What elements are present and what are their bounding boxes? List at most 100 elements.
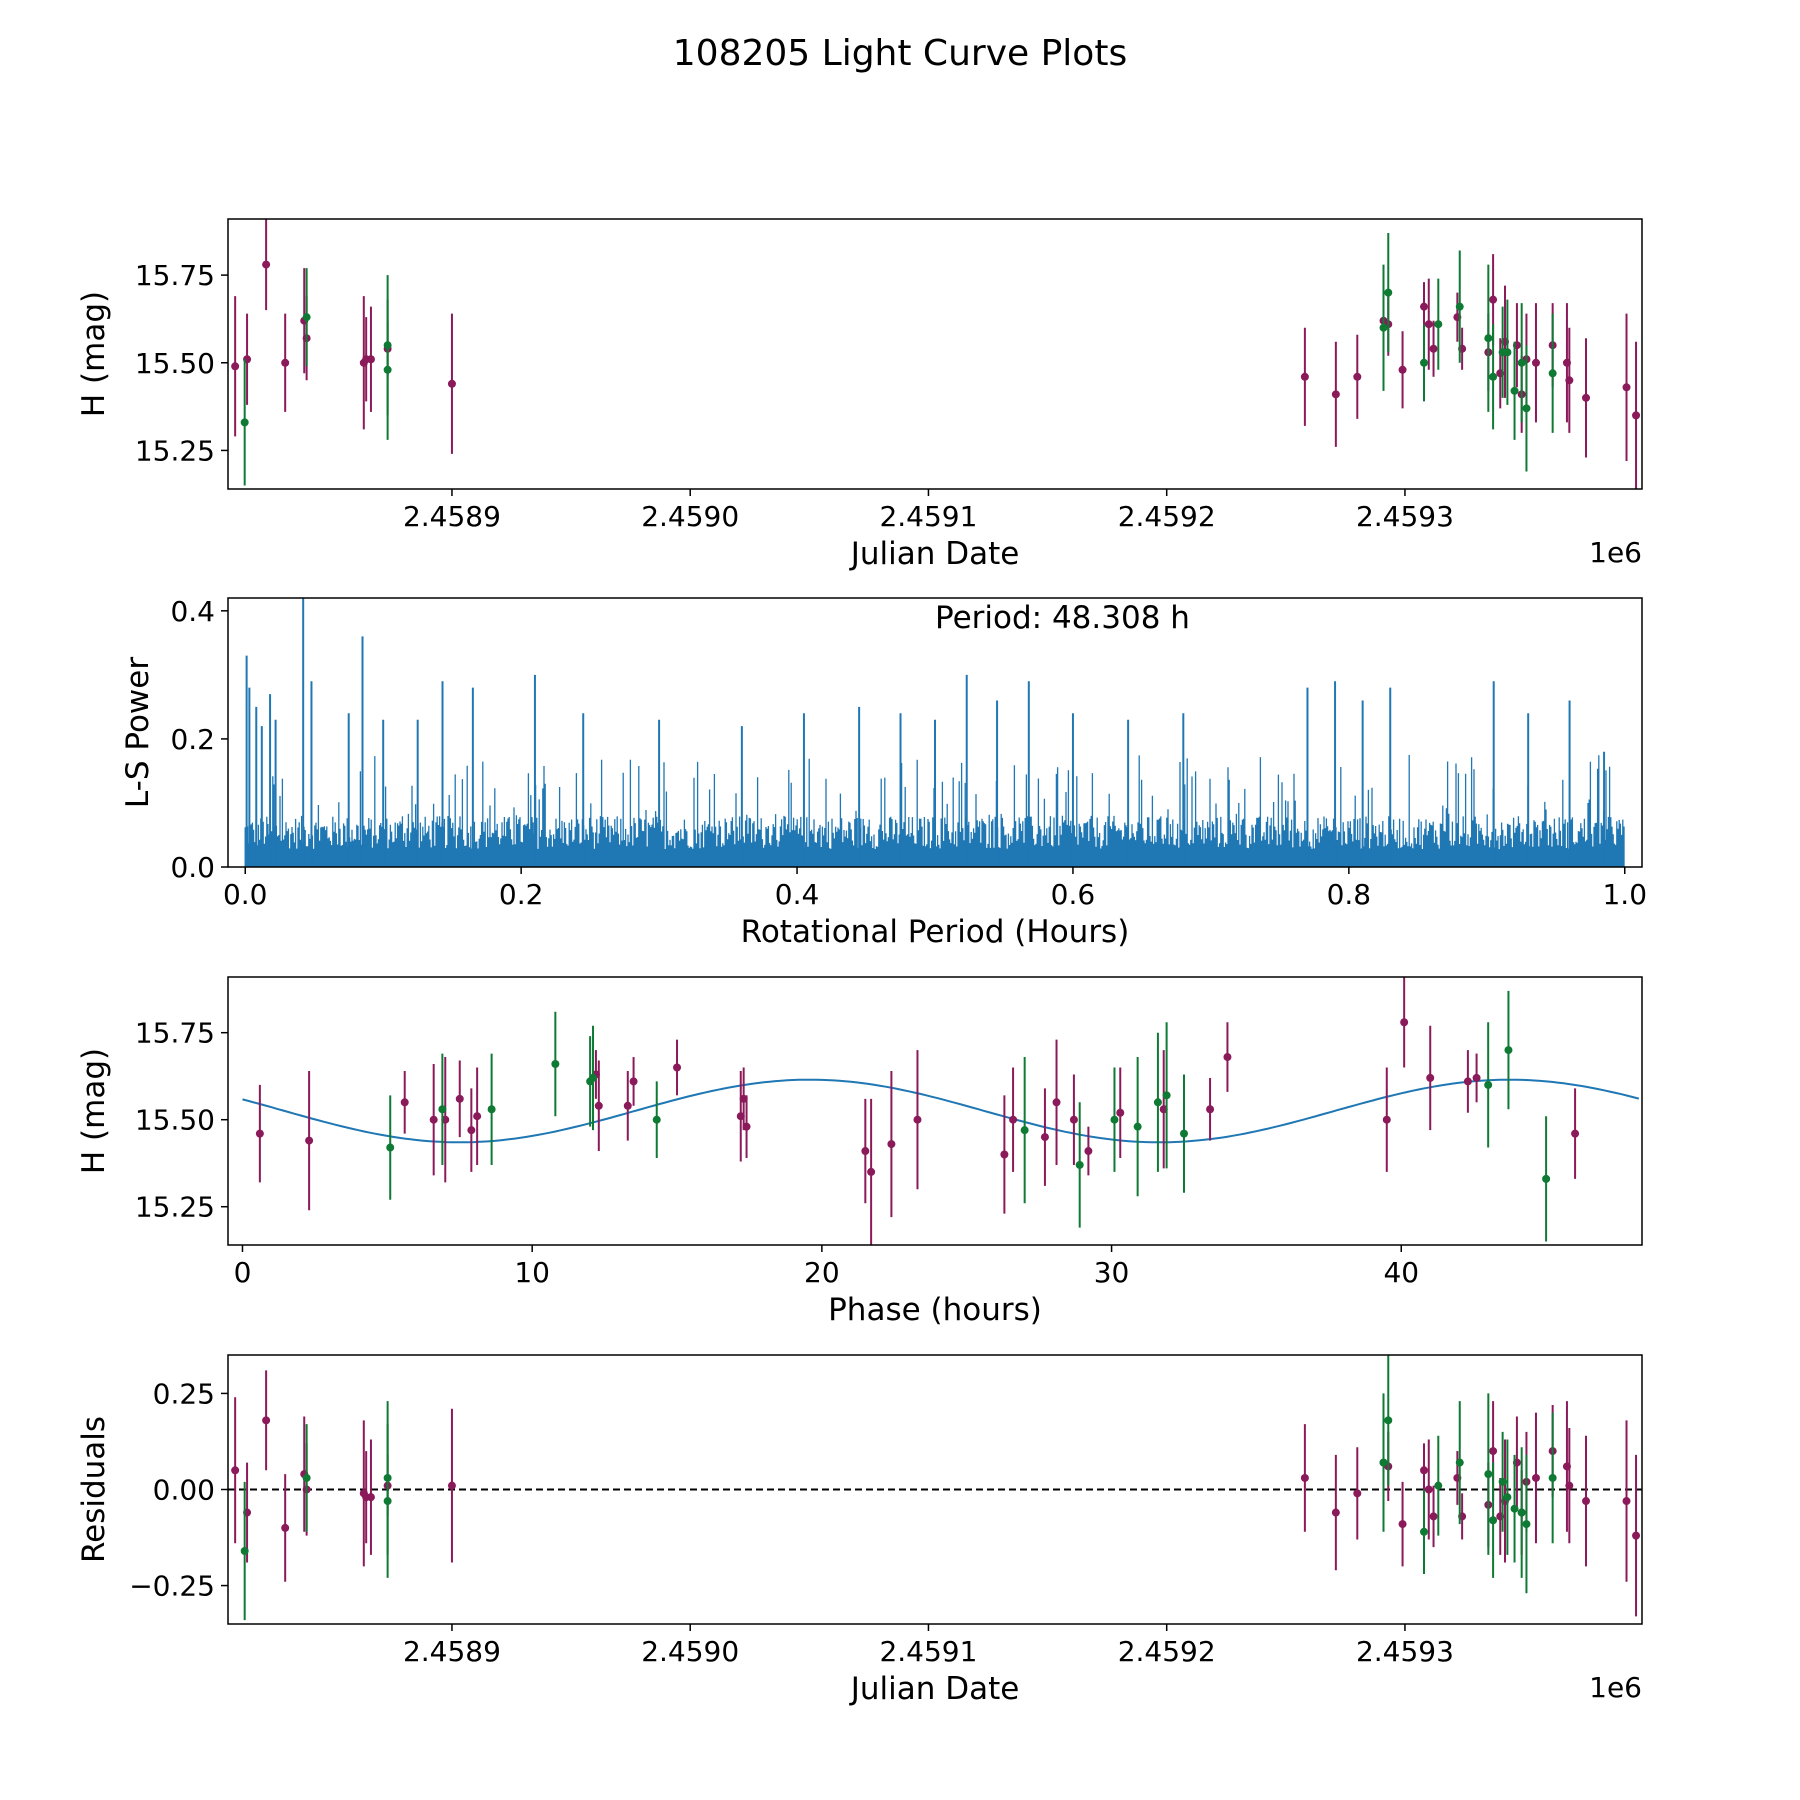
data-point-r (594, 1101, 603, 1110)
x-tick-label: 2.4590 (641, 500, 739, 533)
data-point-r (1489, 295, 1498, 304)
panel-residuals: 2.4589 2.4590 2.4591 2.4592 2.4593 −0.25 0.00 0… (76, 1354, 1643, 1707)
data-point-r (1040, 1133, 1049, 1142)
data-point-r (1472, 1073, 1481, 1082)
data-point-g (1133, 1122, 1142, 1131)
x-tick-label: 2.4591 (879, 500, 977, 533)
data-point-r (1632, 1531, 1641, 1540)
x-tick-label: 1.0 (1602, 878, 1647, 911)
data-point-r (742, 1122, 751, 1131)
data-point-r (366, 355, 375, 364)
x-tick-label: 2.4589 (403, 500, 501, 533)
data-point-r (1429, 344, 1438, 353)
data-point-g (383, 1473, 392, 1482)
data-point-g (1110, 1115, 1119, 1124)
x-tick-label: 20 (804, 1256, 840, 1289)
data-point-r (913, 1115, 922, 1124)
x-tick-label: 2.4592 (1118, 500, 1216, 533)
data-point-g (1075, 1160, 1084, 1169)
data-point-g (383, 341, 392, 350)
x-offset-label: 1e6 (1589, 536, 1642, 569)
figure-title: 108205 Light Curve Plots (673, 33, 1127, 74)
data-point-g (487, 1105, 496, 1114)
data-point-g (1379, 1458, 1388, 1467)
data-point-g (1503, 348, 1512, 357)
y-tick-label: 0.2 (170, 723, 215, 756)
panel-phased: 0 10 20 30 40 15.25 15.50 15.75 Phase (hours) H (… (76, 976, 1643, 1328)
data-point-r (1565, 1481, 1574, 1490)
data-point-g (386, 1143, 395, 1152)
data-point-r (255, 1129, 264, 1138)
data-point-r (673, 1063, 682, 1072)
x-axis-label: Julian Date (849, 536, 1020, 572)
y-tick-label: 15.50 (135, 347, 215, 380)
data-point-r (1565, 376, 1574, 385)
data-point-r (861, 1147, 870, 1156)
axes-frame-phased (227, 976, 1643, 1246)
data-point-r (1000, 1150, 1009, 1159)
x-tick-label: 0.4 (775, 878, 820, 911)
x-tick-label: 2.4590 (641, 1635, 739, 1668)
data-point-g (589, 1073, 598, 1082)
data-point-r (1353, 1489, 1362, 1498)
data-point-r (281, 1523, 290, 1532)
data-point-r (429, 1115, 438, 1124)
y-tick-label: 15.25 (135, 1191, 215, 1224)
data-point-r (1084, 1147, 1093, 1156)
data-point-r (1531, 358, 1540, 367)
x-tick-label: 2.4593 (1356, 1635, 1454, 1668)
data-point-r (1424, 320, 1433, 329)
data-point-r (1426, 1073, 1435, 1082)
data-point-r (1582, 393, 1591, 402)
x-tick-label: 40 (1383, 1256, 1419, 1289)
data-point-g (1510, 386, 1519, 395)
data-point-g (1510, 1504, 1519, 1513)
data-point-r (305, 1136, 314, 1145)
data-point-r (1463, 1077, 1472, 1086)
data-point-r (1424, 1485, 1433, 1494)
panels: 2.4589 2.4590 2.4591 2.4592 2.4593 15.25 15.50… (76, 218, 1647, 1707)
data-point-g (1162, 1091, 1171, 1100)
data-point-g (1484, 1470, 1493, 1479)
y-tick-label: 0.4 (170, 595, 215, 628)
data-point-r (1300, 372, 1309, 381)
y-tick-label: 15.50 (135, 1104, 215, 1137)
data-point-r (1331, 1508, 1340, 1517)
x-tick-label: 0 (234, 1256, 252, 1289)
plot-area-lightcurve (231, 219, 1641, 489)
x-tick-label: 2.4589 (403, 1635, 501, 1668)
data-point-r (1429, 1512, 1438, 1521)
data-point-r (1531, 1473, 1540, 1482)
y-axis-label: L-S Power (120, 657, 156, 808)
data-point-g (1504, 1046, 1513, 1055)
data-point-r (1116, 1108, 1125, 1117)
data-point-g (1503, 1493, 1512, 1502)
data-point-r (623, 1101, 632, 1110)
data-point-r (1398, 1520, 1407, 1529)
axes-frame-lightcurve (227, 218, 1643, 490)
y-tick-label: −0.25 (129, 1570, 215, 1603)
panel-periodogram: Period: 48.308 h 0.0 0.2 0.4 0.6 0.8 1.0 0.0 0.2… (120, 595, 1647, 950)
y-tick-label: 0.00 (153, 1474, 215, 1507)
x-tick-label: 0.8 (1327, 878, 1372, 911)
data-point-r (231, 362, 240, 371)
data-point-g (1434, 1481, 1443, 1490)
data-point-g (1455, 1458, 1464, 1467)
data-point-r (262, 260, 271, 269)
data-point-r (629, 1077, 638, 1086)
data-point-r (1400, 1018, 1409, 1027)
data-point-r (1632, 411, 1641, 420)
data-point-g (1542, 1174, 1551, 1183)
data-point-g (551, 1060, 560, 1069)
data-point-r (1331, 390, 1340, 399)
data-point-r (1206, 1105, 1215, 1114)
x-tick-label: 0.0 (223, 878, 268, 911)
data-point-g (1384, 1416, 1393, 1425)
data-point-r (1223, 1053, 1232, 1062)
data-point-r (1571, 1129, 1580, 1138)
x-tick-label: 2.4591 (879, 1635, 977, 1668)
data-point-r (1069, 1115, 1078, 1124)
data-point-g (1484, 334, 1493, 343)
